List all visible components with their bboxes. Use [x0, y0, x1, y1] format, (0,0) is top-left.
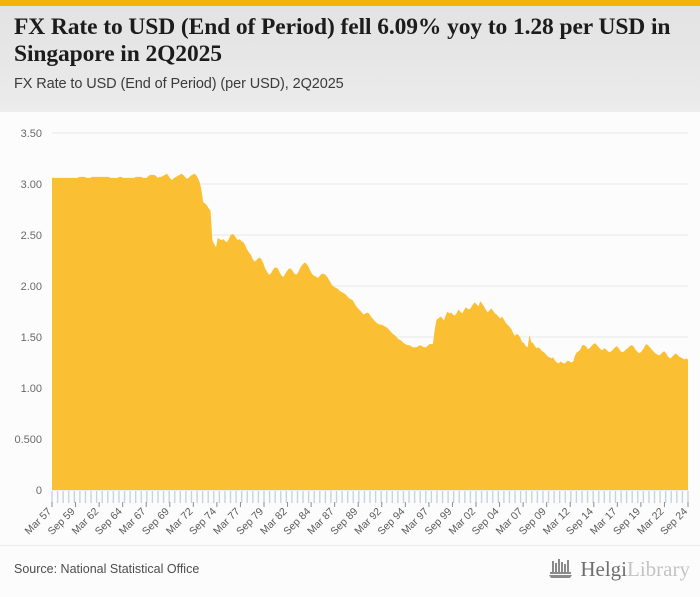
svg-text:2.00: 2.00 — [21, 281, 42, 293]
top-accent-bar — [0, 0, 700, 6]
chart-header: FX Rate to USD (End of Period) fell 6.09… — [0, 6, 700, 112]
logo-helgi-text: Helgi — [580, 556, 628, 581]
book-stack-icon — [549, 559, 573, 578]
logo-library-text: Library — [627, 556, 690, 581]
helgi-library-logo[interactable]: HelgiLibrary — [548, 558, 690, 580]
svg-text:0: 0 — [36, 485, 42, 497]
chart-subtitle: FX Rate to USD (End of Period) (per USD)… — [14, 76, 344, 92]
series-area-fx-rate — [52, 173, 688, 491]
chart-plot-area: 0 0.500 1.00 1.50 2.00 2.50 3.00 3.50 Mar 57 Sep… — [0, 112, 700, 545]
svg-text:Sep 24: Sep 24 — [658, 506, 690, 538]
svg-text:1.50: 1.50 — [21, 332, 42, 344]
svg-text:2.50: 2.50 — [21, 230, 42, 242]
y-axis-labels: 0 0.500 1.00 1.50 2.00 2.50 3.00 3.50 — [14, 128, 42, 497]
svg-text:3.50: 3.50 — [21, 128, 42, 140]
svg-text:0.500: 0.500 — [14, 434, 42, 446]
page-title: FX Rate to USD (End of Period) fell 6.09… — [14, 14, 671, 67]
x-axis-ticks — [51, 491, 689, 507]
source-note: Source: National Statistical Office — [14, 562, 200, 576]
fx-rate-area-chart: 0 0.500 1.00 1.50 2.00 2.50 3.00 3.50 Mar 57Sep… — [14, 128, 691, 538]
logo-wordmark: HelgiLibrary — [580, 556, 690, 581]
svg-text:1.00: 1.00 — [21, 383, 42, 395]
svg-text:3.00: 3.00 — [21, 179, 42, 191]
chart-footer: Source: National Statistical Office Helg… — [0, 545, 700, 597]
